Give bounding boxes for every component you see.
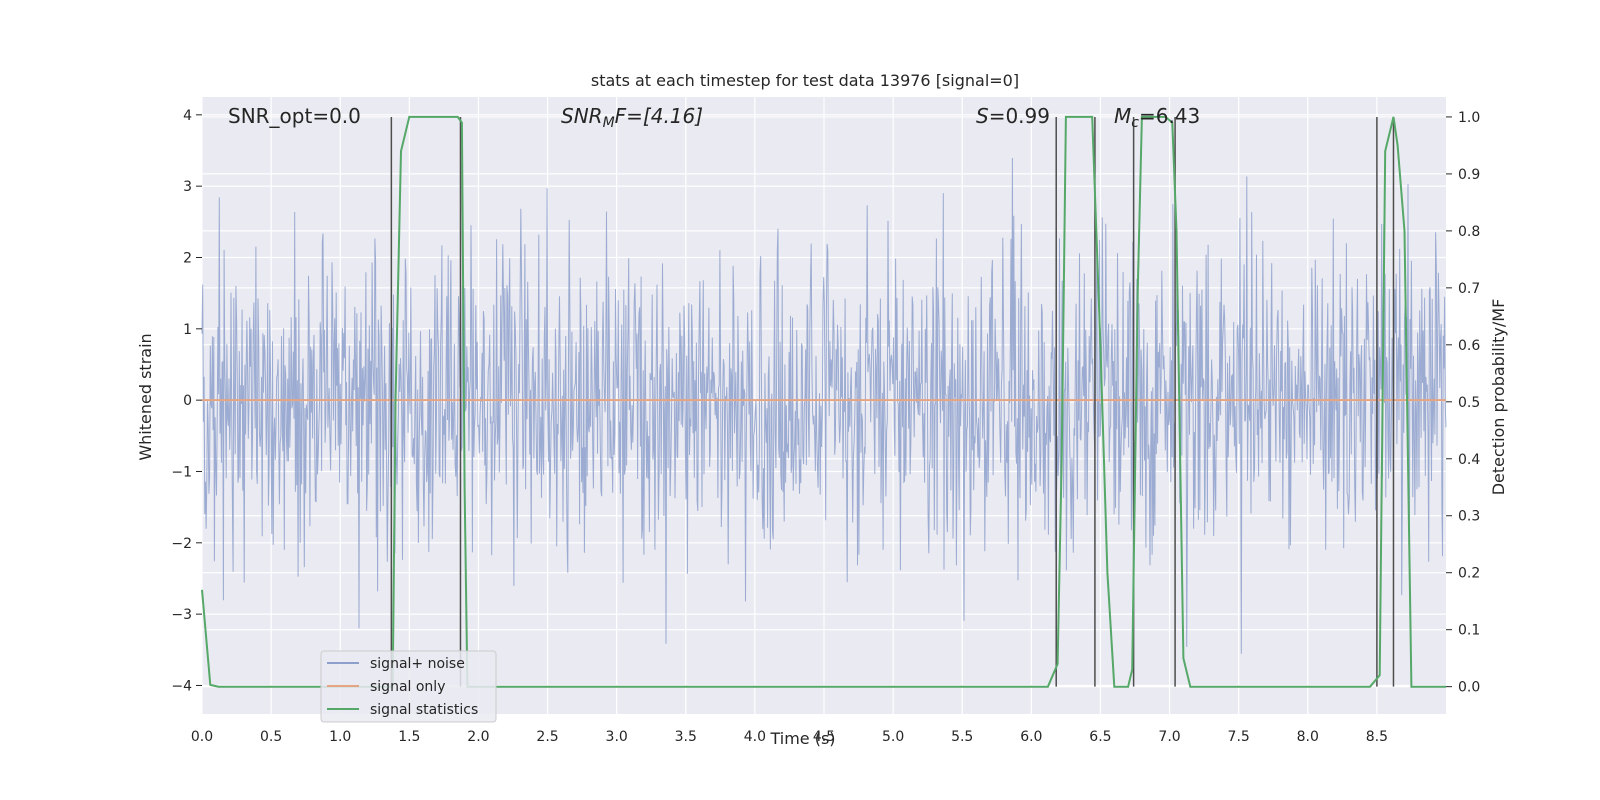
y2-tick-label: 0.0 — [1458, 680, 1480, 696]
x-tick-label: 3.5 — [675, 729, 697, 745]
y-tick-label: 2 — [183, 250, 192, 266]
legend: signal+ noise signal only signal statist… — [320, 650, 497, 723]
x-tick-label: 8.0 — [1297, 729, 1319, 745]
y2-tick-label: 0.2 — [1458, 566, 1480, 582]
x-tick-label: 4.0 — [744, 729, 766, 745]
x-tick-label: 6.0 — [1020, 729, 1042, 745]
chart-title: stats at each timestep for test data 139… — [591, 71, 1019, 90]
legend-label-signal-statistics: signal statistics — [370, 702, 478, 718]
y-tick-label: −3 — [171, 607, 192, 623]
y-axis-label: Whitened strain — [136, 333, 155, 460]
annotation-snr-mf: SNRMF=[4.16] — [561, 104, 703, 131]
y2-tick-label: 0.4 — [1458, 452, 1480, 468]
x-tick-label: 3.0 — [606, 729, 628, 745]
x-tick-label: 7.0 — [1158, 729, 1180, 745]
y2-tick-label: 1.0 — [1458, 110, 1480, 126]
y2-tick-label: 0.1 — [1458, 623, 1480, 639]
x-tick-label: 5.5 — [951, 729, 973, 745]
x-axis-label: Time (s) — [769, 729, 835, 748]
y2-tick-label: 0.6 — [1458, 338, 1480, 354]
series-signal-noise — [201, 157, 1447, 654]
x-tick-label: 7.5 — [1228, 729, 1250, 745]
annotation-s: S=0.99 — [976, 104, 1050, 128]
y-tick-label: 1 — [183, 322, 192, 338]
x-axis-ticks: 0.0 0.5 1.0 1.5 2.0 2.5 3.0 3.5 4.0 4.5 5.0 5.5 6.0 6… — [191, 729, 1388, 745]
y-tick-label: 0 — [183, 393, 192, 409]
legend-label-signal-noise: signal+ noise — [370, 656, 465, 672]
y-tick-label: 3 — [183, 179, 192, 195]
y2-axis-label: Detection probability/MF — [1489, 299, 1508, 496]
vertical-lines — [390, 116, 1395, 687]
y-tick-label: 4 — [183, 108, 192, 124]
y2-tick-label: 0.9 — [1458, 167, 1480, 183]
y2-tick-label: 0.3 — [1458, 509, 1480, 525]
legend-box — [320, 650, 497, 723]
y2-tick-label: 0.7 — [1458, 281, 1480, 297]
x-tick-label: 1.0 — [329, 729, 351, 745]
x-tick-label: 1.5 — [398, 729, 420, 745]
y-tick-label: −1 — [171, 464, 192, 480]
x-tick-label: 0.0 — [191, 729, 213, 745]
x-tick-label: 5.0 — [882, 729, 904, 745]
x-tick-label: 8.5 — [1366, 729, 1388, 745]
y-tick-label: −2 — [171, 536, 192, 552]
annotation-mc: Mc=6.43 — [1114, 104, 1200, 131]
x-tick-label: 4.5 — [813, 729, 835, 745]
y2-tick-label: 0.5 — [1458, 395, 1480, 411]
grid — [201, 97, 1446, 714]
y-axis-ticks: −4 −3 −2 −1 0 1 2 3 4 — [171, 108, 202, 694]
y-tick-label: −4 — [171, 678, 192, 694]
x-tick-label: 0.5 — [260, 729, 282, 745]
legend-label-signal-only: signal only — [370, 679, 445, 695]
x-tick-label: 6.5 — [1089, 729, 1111, 745]
x-tick-label: 2.0 — [467, 729, 489, 745]
y2-tick-label: 0.8 — [1458, 224, 1480, 240]
line-signal-noise — [201, 157, 1447, 654]
y2-axis-ticks: 0.0 0.1 0.2 0.3 0.4 0.5 0.6 0.7 0.8 0.9 1.0 — [1446, 110, 1480, 696]
annotation-snr-opt: SNR_opt=0.0 — [228, 104, 361, 128]
x-tick-label: 2.5 — [536, 729, 558, 745]
